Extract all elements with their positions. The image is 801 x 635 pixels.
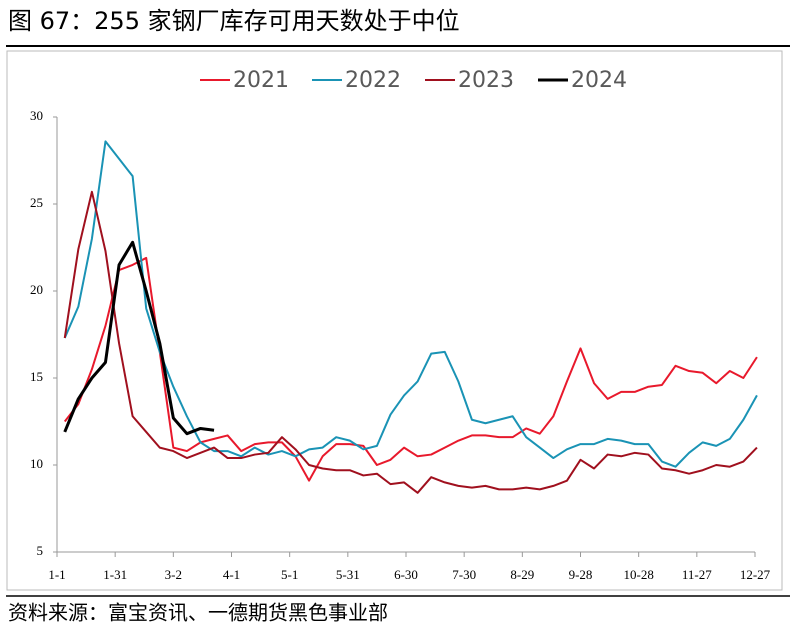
legend-label: 2023	[458, 68, 514, 93]
x-tick-label: 11-27	[682, 567, 712, 582]
x-tick-label: 12-27	[740, 567, 771, 582]
x-tick-label: 7-30	[452, 567, 476, 582]
x-tick-label: 8-29	[510, 567, 534, 582]
legend-label: 2022	[345, 68, 401, 93]
x-tick-label: 5-1	[281, 567, 298, 582]
x-tick-label: 10-28	[623, 567, 653, 582]
x-tick-label: 1-31	[103, 567, 127, 582]
x-tick-label: 1-1	[48, 567, 65, 582]
series-line	[63, 140, 758, 468]
chart-title: 图 67：255 家钢厂库存可用天数处于中位	[8, 7, 460, 35]
y-tick-label: 5	[37, 543, 44, 558]
y-tick-label: 25	[30, 195, 43, 210]
chart-frame	[6, 50, 783, 591]
series-line	[63, 256, 758, 482]
y-tick-label: 15	[30, 369, 43, 384]
source: 资料来源：富宝资讯、一德期货黑色事业部	[8, 601, 388, 625]
y-tick-label: 10	[30, 456, 43, 471]
x-tick-label: 6-30	[394, 567, 418, 582]
y-tick-label: 20	[30, 282, 43, 297]
x-tick-label: 9-28	[569, 567, 593, 582]
legend-label: 2024	[571, 68, 627, 93]
x-tick-label: 3-2	[165, 567, 182, 582]
legend-label: 2021	[233, 68, 289, 93]
x-tick-label: 5-31	[336, 567, 360, 582]
series-line	[63, 190, 758, 494]
series-line	[63, 240, 215, 436]
y-tick-label: 30	[30, 108, 43, 123]
x-tick-label: 4-1	[223, 567, 240, 582]
